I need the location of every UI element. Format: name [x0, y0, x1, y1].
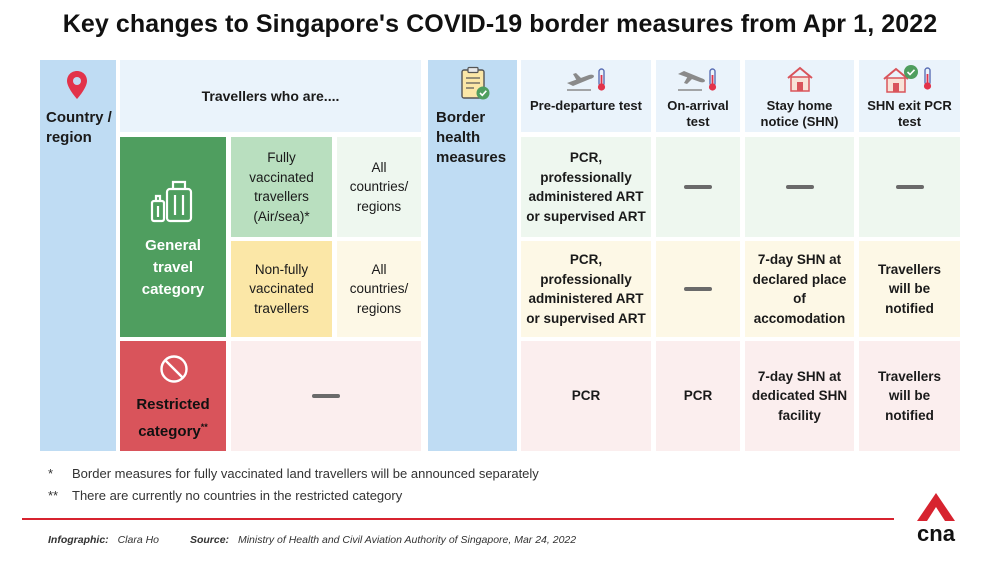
row2-shn-exit-text: Travellers will be notified: [877, 261, 942, 316]
cna-logo: cna: [906, 492, 966, 552]
border-measures-column: Border health measures: [428, 60, 517, 451]
home-check-thermometer-icon: [883, 65, 932, 93]
col-header-shn-exit: SHN exit PCR test: [859, 60, 960, 132]
restricted-category-label: Restricted category**: [124, 394, 222, 443]
row2-on-arrival: [656, 241, 740, 337]
luggage-icon: [150, 180, 193, 223]
plane-arrival-thermometer-icon: [678, 68, 717, 91]
travellers-header-cell: Travellers who are....: [120, 60, 421, 132]
row3-pre-departure-text: PCR: [571, 388, 601, 404]
country-region-header: Country / region: [46, 109, 112, 146]
no-entry-icon: [160, 355, 188, 383]
restricted-footnote-mark: **: [200, 422, 208, 432]
home-icon: [787, 66, 813, 92]
source-label: Source:: [189, 534, 230, 546]
col-header-pre-departure: Pre-departure test: [521, 60, 651, 132]
dash-mark: [785, 185, 814, 189]
country-region-column: Country / region: [40, 60, 116, 451]
col-header-shn-label: Stay home notice (SHN): [760, 98, 839, 129]
dash-mark: [684, 287, 712, 291]
row2-pre-departure: PCR, professionally administered ART or …: [521, 241, 651, 337]
row3-shn: 7-day SHN at dedicated SHN facility: [745, 341, 854, 451]
col-header-shn-exit-label: SHN exit PCR test: [867, 98, 952, 129]
restricted-travellers-cell: [231, 341, 421, 451]
col-header-on-arrival: On-arrival test: [656, 60, 740, 132]
border-measures-header: Border health measures: [436, 109, 507, 166]
cna-logo-mark: [917, 493, 955, 521]
footnote-1-text: Border measures for fully vaccinated lan…: [72, 466, 539, 481]
cna-logo-text: cna: [917, 521, 955, 546]
footnote-2-mark: **: [48, 488, 59, 503]
page-title: Key changes to Singapore's COVID-19 bord…: [62, 10, 938, 38]
col-header-shn: Stay home notice (SHN): [745, 60, 854, 132]
footnote-2: ** There are currently no countries in th…: [48, 488, 748, 503]
plane-departure-thermometer-icon: [567, 68, 606, 91]
location-pin-icon: [67, 71, 87, 99]
non-fully-vaccinated-label: Non-fully vaccinated travellers: [249, 261, 314, 316]
footer-divider: [22, 518, 894, 520]
document-check-icon: [461, 66, 490, 100]
infographic-value: Clara Ho: [117, 534, 160, 546]
restricted-category-cell: Restricted category**: [120, 341, 226, 451]
row1-shn: [745, 137, 854, 237]
row3-shn-exit: Travellers will be notified: [859, 341, 960, 451]
row3-on-arrival-text: PCR: [683, 388, 713, 404]
col-header-on-arrival-label: On-arrival test: [667, 98, 729, 129]
row1-shn-exit: [859, 137, 960, 237]
general-category-label: General travel category: [141, 237, 205, 298]
col-header-pre-departure-label: Pre-departure test: [530, 98, 642, 113]
row3-shn-text: 7-day SHN at dedicated SHN facility: [751, 368, 848, 423]
row2-shn: 7-day SHN at declared place of accomodat…: [745, 241, 854, 337]
row3-pre-departure: PCR: [521, 341, 651, 451]
row2-shn-text: 7-day SHN at declared place of accomodat…: [752, 252, 847, 326]
dash-mark: [895, 185, 924, 189]
dash-mark: [312, 394, 340, 398]
row2-shn-exit: Travellers will be notified: [859, 241, 960, 337]
countries-cell-row2: All countries/ regions: [337, 241, 421, 337]
fully-vaccinated-label: Fully vaccinated travellers (Air/sea)*: [249, 150, 314, 224]
row1-on-arrival: [656, 137, 740, 237]
general-category-cell: General travel category: [120, 137, 226, 337]
dash-mark: [684, 185, 712, 189]
travellers-header: Travellers who are....: [201, 88, 340, 104]
footnote-2-text: There are currently no countries in the …: [72, 488, 403, 503]
footnote-1-mark: *: [48, 466, 54, 481]
row3-shn-exit-text: Travellers will be notified: [877, 368, 942, 423]
credits-line: Infographic: Clara Ho Source: Ministry o…: [48, 534, 868, 546]
non-fully-vaccinated-cell: Non-fully vaccinated travellers: [231, 241, 332, 337]
countries-cell-row1: All countries/ regions: [337, 137, 421, 237]
infographic-label: Infographic:: [48, 534, 109, 546]
countries-label-row1: All countries/ regions: [349, 159, 409, 214]
source-value: Ministry of Health and Civil Aviation Au…: [237, 534, 577, 546]
countries-label-row2: All countries/ regions: [349, 261, 409, 316]
row1-pre-departure-text: PCR, professionally administered ART or …: [526, 150, 646, 224]
restricted-label-text: Restricted category: [136, 396, 210, 440]
row2-pre-departure-text: PCR, professionally administered ART or …: [526, 252, 646, 326]
row3-on-arrival: PCR: [656, 341, 740, 451]
footnote-1: * Border measures for fully vaccinated la…: [48, 466, 748, 481]
row1-pre-departure: PCR, professionally administered ART or …: [521, 137, 651, 237]
fully-vaccinated-cell: Fully vaccinated travellers (Air/sea)*: [231, 137, 332, 237]
